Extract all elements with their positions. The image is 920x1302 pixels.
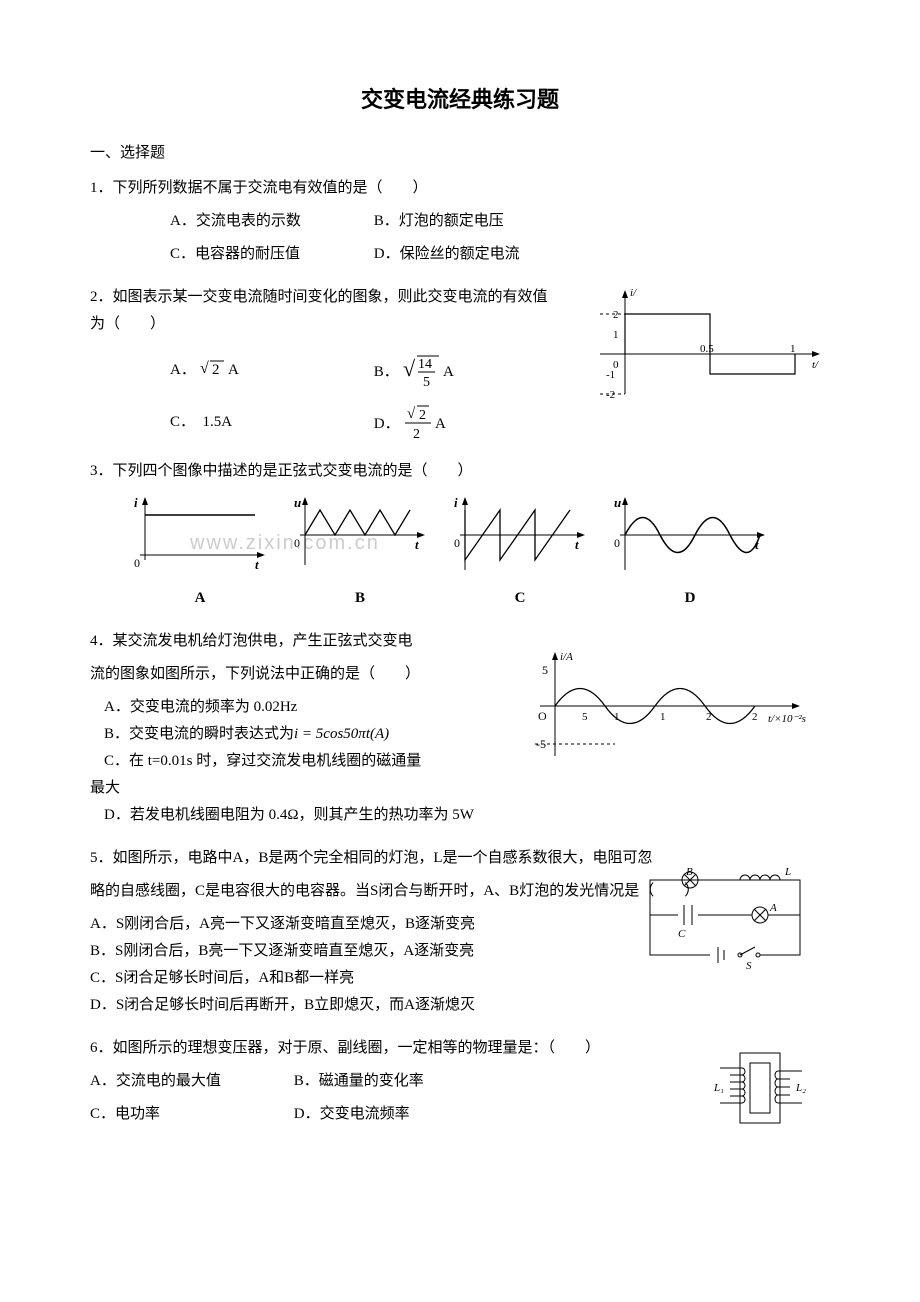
- q3-chart-B: u t 0 B: [290, 495, 430, 612]
- q5-num: 5．: [90, 850, 113, 866]
- q3-num: 3．: [90, 463, 113, 479]
- svg-text:t/: t/: [812, 359, 819, 371]
- q2-optA: A． √ 2 A: [170, 357, 370, 384]
- page-title: 交变电流经典练习题: [90, 80, 830, 120]
- q3-label-D: D: [610, 585, 770, 612]
- q5-optC: C．S闭合足够长时间后，A和B都一样亮: [90, 965, 590, 992]
- q1-stem: 1．下列所列数据不属于交流电有效值的是（ ）: [90, 175, 830, 202]
- q3-chart-A: i t 0 A: [130, 495, 270, 612]
- svg-text:14: 14: [418, 357, 432, 372]
- q6-num: 6．: [90, 1040, 113, 1056]
- svg-text:A: A: [443, 364, 454, 380]
- svg-text:t: t: [575, 537, 579, 552]
- svg-text:5: 5: [423, 375, 430, 390]
- section-header: 一、选择题: [90, 140, 830, 167]
- q1-optA: A．交流电表的示数: [170, 208, 370, 235]
- svg-text:2: 2: [212, 362, 220, 378]
- q3-label-A: A: [130, 585, 270, 612]
- svg-text:C: C: [678, 928, 686, 940]
- svg-text:t: t: [255, 557, 259, 572]
- svg-text:u: u: [294, 495, 301, 510]
- q5-optB: B．S刚闭合后，B亮一下又逐渐变暗直至熄灭，A逐渐变亮: [90, 938, 590, 965]
- q6-optD: D．交变电流频率: [294, 1101, 494, 1128]
- question-2: 2．如图表示某一交变电流随时间变化的图象，则此交变电流的有效值为（ ） A． √…: [90, 284, 830, 442]
- q3-label-C: C: [450, 585, 590, 612]
- svg-text:2: 2: [419, 408, 426, 423]
- q6-optA: A．交流电的最大值: [90, 1068, 290, 1095]
- svg-text:1: 1: [613, 329, 619, 341]
- svg-text:0: 0: [134, 556, 140, 570]
- svg-text:S: S: [746, 960, 752, 972]
- svg-text:i: i: [134, 495, 138, 510]
- q2-optB: B． √ 14 5 A: [374, 352, 574, 390]
- q1-optB: B．灯泡的额定电压: [374, 208, 574, 235]
- question-1: 1．下列所列数据不属于交流电有效值的是（ ） A．交流电表的示数 B．灯泡的额定…: [90, 175, 830, 268]
- question-4: 4．某交流发电机给灯泡供电，产生正弦式交变电 流的图象如图所示，下列说法中正确的…: [90, 628, 830, 829]
- svg-text:5: 5: [542, 663, 548, 677]
- question-5: 5．如图所示，电路中A，B是两个完全相同的灯泡，L是一个自感系数很大，电阻可忽 …: [90, 845, 830, 1019]
- q4-stem: 4．某交流发电机给灯泡供电，产生正弦式交变电: [90, 628, 530, 655]
- svg-text:L₁: L₁: [713, 1082, 724, 1094]
- svg-text:√: √: [403, 356, 416, 381]
- q2-optD: D． √ 2 2 A: [374, 404, 574, 442]
- q3-chart-C: i t 0 C: [450, 495, 590, 612]
- svg-text:1: 1: [790, 343, 796, 355]
- svg-text:t: t: [415, 537, 419, 552]
- svg-text:L₂: L₂: [795, 1082, 806, 1094]
- q2-num: 2．: [90, 289, 113, 305]
- q6-optB: B．磁通量的变化率: [294, 1068, 494, 1095]
- q6-transformer: L₁ L₂: [710, 1043, 810, 1143]
- svg-text:√: √: [407, 406, 416, 422]
- q5-text1: 如图所示，电路中A，B是两个完全相同的灯泡，L是一个自感系数很大，电阻可忽: [113, 850, 653, 866]
- q2-stem: 2．如图表示某一交变电流随时间变化的图象，则此交变电流的有效值为（ ）: [90, 284, 550, 338]
- svg-text:A: A: [228, 362, 239, 378]
- svg-text:L: L: [784, 866, 791, 878]
- svg-text:O: O: [538, 709, 547, 723]
- svg-text:-2: -2: [606, 389, 615, 401]
- svg-text:i/: i/: [630, 287, 637, 299]
- q4-optC2: 最大: [90, 775, 830, 802]
- q4-num: 4．: [90, 633, 113, 649]
- question-6: 6．如图所示的理想变压器，对于原、副线圈，一定相等的物理量是：（ ） A．交流电…: [90, 1035, 830, 1128]
- q4-optD: D．若发电机线圈电阻为 0.4Ω，则其产生的热功率为 5W: [90, 802, 830, 829]
- q3-text: 下列四个图像中描述的是正弦式交变电流的是（ ）: [113, 463, 473, 479]
- q2-text: 如图表示某一交变电流随时间变化的图象，则此交变电流的有效值为（ ）: [90, 289, 548, 332]
- svg-text:A: A: [769, 902, 777, 914]
- q6-text: 如图所示的理想变压器，对于原、副线圈，一定相等的物理量是：（ ）: [113, 1040, 601, 1056]
- svg-text:i: i: [454, 495, 458, 510]
- svg-text:t/×10⁻²s: t/×10⁻²s: [768, 713, 806, 725]
- q3-chart-D: u t 0 D: [610, 495, 770, 612]
- q5-optA: A．S刚闭合后，A亮一下又逐渐变暗直至熄灭，B逐渐变亮: [90, 911, 590, 938]
- q1-num: 1．: [90, 180, 113, 196]
- svg-text:0: 0: [294, 536, 300, 550]
- q1-optD: D．保险丝的额定电流: [374, 241, 574, 268]
- svg-text:2: 2: [752, 711, 758, 723]
- svg-text:B: B: [686, 866, 693, 878]
- svg-text:√: √: [200, 360, 209, 377]
- svg-text:0: 0: [614, 536, 620, 550]
- q3-stem: 3．下列四个图像中描述的是正弦式交变电流的是（ ）: [90, 458, 830, 485]
- q1-optC: C．电容器的耐压值: [170, 241, 370, 268]
- svg-text:u: u: [614, 495, 621, 510]
- svg-text:-1: -1: [606, 369, 615, 381]
- svg-text:0.5: 0.5: [700, 343, 714, 355]
- q5-circuit: B L C A S: [640, 865, 810, 985]
- q1-text: 下列所列数据不属于交流电有效值的是（ ）: [113, 180, 428, 196]
- svg-text:2: 2: [413, 427, 420, 442]
- q4-text1: 某交流发电机给灯泡供电，产生正弦式交变电: [113, 633, 413, 649]
- q5-optD: D．S闭合足够长时间后再断开，B立即熄灭，而A逐渐熄灭: [90, 992, 590, 1019]
- question-3: 3．下列四个图像中描述的是正弦式交变电流的是（ ） www.zixin.com.…: [90, 458, 830, 612]
- svg-text:A: A: [435, 416, 446, 432]
- svg-text:1: 1: [660, 711, 666, 723]
- svg-text:5: 5: [582, 711, 588, 723]
- q4-sine-chart: i/A t/×10⁻²s 5 -5 O 5 1 1 2 2: [520, 646, 810, 776]
- q2-step-chart: i/ t/ 2 1 0 -1 -2 0.5 1: [580, 284, 830, 414]
- q2-optC: C． 1.5A: [170, 409, 370, 436]
- q6-optC: C．电功率: [90, 1101, 290, 1128]
- q3-label-B: B: [290, 585, 430, 612]
- svg-text:0: 0: [454, 536, 460, 550]
- svg-text:i/A: i/A: [560, 651, 573, 663]
- svg-text:2: 2: [613, 309, 619, 321]
